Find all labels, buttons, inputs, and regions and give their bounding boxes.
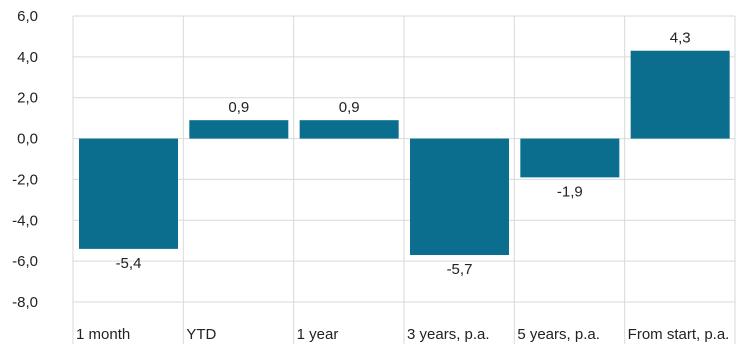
y-axis-ticks: 6,0 4,0 2,0 0,0 -2,0 -4,0 -6,0 -8,0 [12, 8, 38, 311]
x-category-label: 1 year [297, 326, 339, 343]
bar-value-label: -5,4 [116, 255, 142, 272]
bar [79, 138, 178, 249]
bar-value-label: -5,7 [447, 261, 473, 278]
y-tick-label: -8,0 [12, 294, 38, 311]
y-tick-label: -6,0 [12, 253, 38, 270]
bar [520, 138, 620, 178]
y-tick-label: 0,0 [17, 131, 38, 148]
y-tick-label: 6,0 [17, 8, 38, 25]
data-labels: -5,4 0,9 0,9 -5,7 -1,9 4,3 [116, 30, 691, 278]
bar [410, 138, 509, 256]
x-category-label: 3 years, p.a. [407, 326, 490, 343]
bars [79, 50, 730, 256]
y-tick-label: -2,0 [12, 171, 38, 188]
x-category-label: From start, p.a. [628, 326, 730, 343]
bar-value-label: 0,9 [228, 99, 249, 116]
bar [189, 120, 289, 139]
y-tick-label: 4,0 [17, 49, 38, 66]
bar [630, 50, 730, 139]
grid-lines [72, 15, 736, 344]
bar [299, 120, 399, 139]
y-tick-label: 2,0 [17, 90, 38, 107]
x-category-label: 1 month [76, 326, 130, 343]
x-category-label: YTD [186, 326, 216, 343]
y-tick-label: -4,0 [12, 212, 38, 229]
bar-value-label: -1,9 [557, 183, 583, 200]
bar-value-label: 4,3 [670, 30, 691, 47]
x-category-label: 5 years, p.a. [517, 326, 600, 343]
bar-value-label: 0,9 [339, 99, 360, 116]
category-labels: 1 month YTD 1 year 3 years, p.a. 5 years, p.… [76, 326, 729, 343]
